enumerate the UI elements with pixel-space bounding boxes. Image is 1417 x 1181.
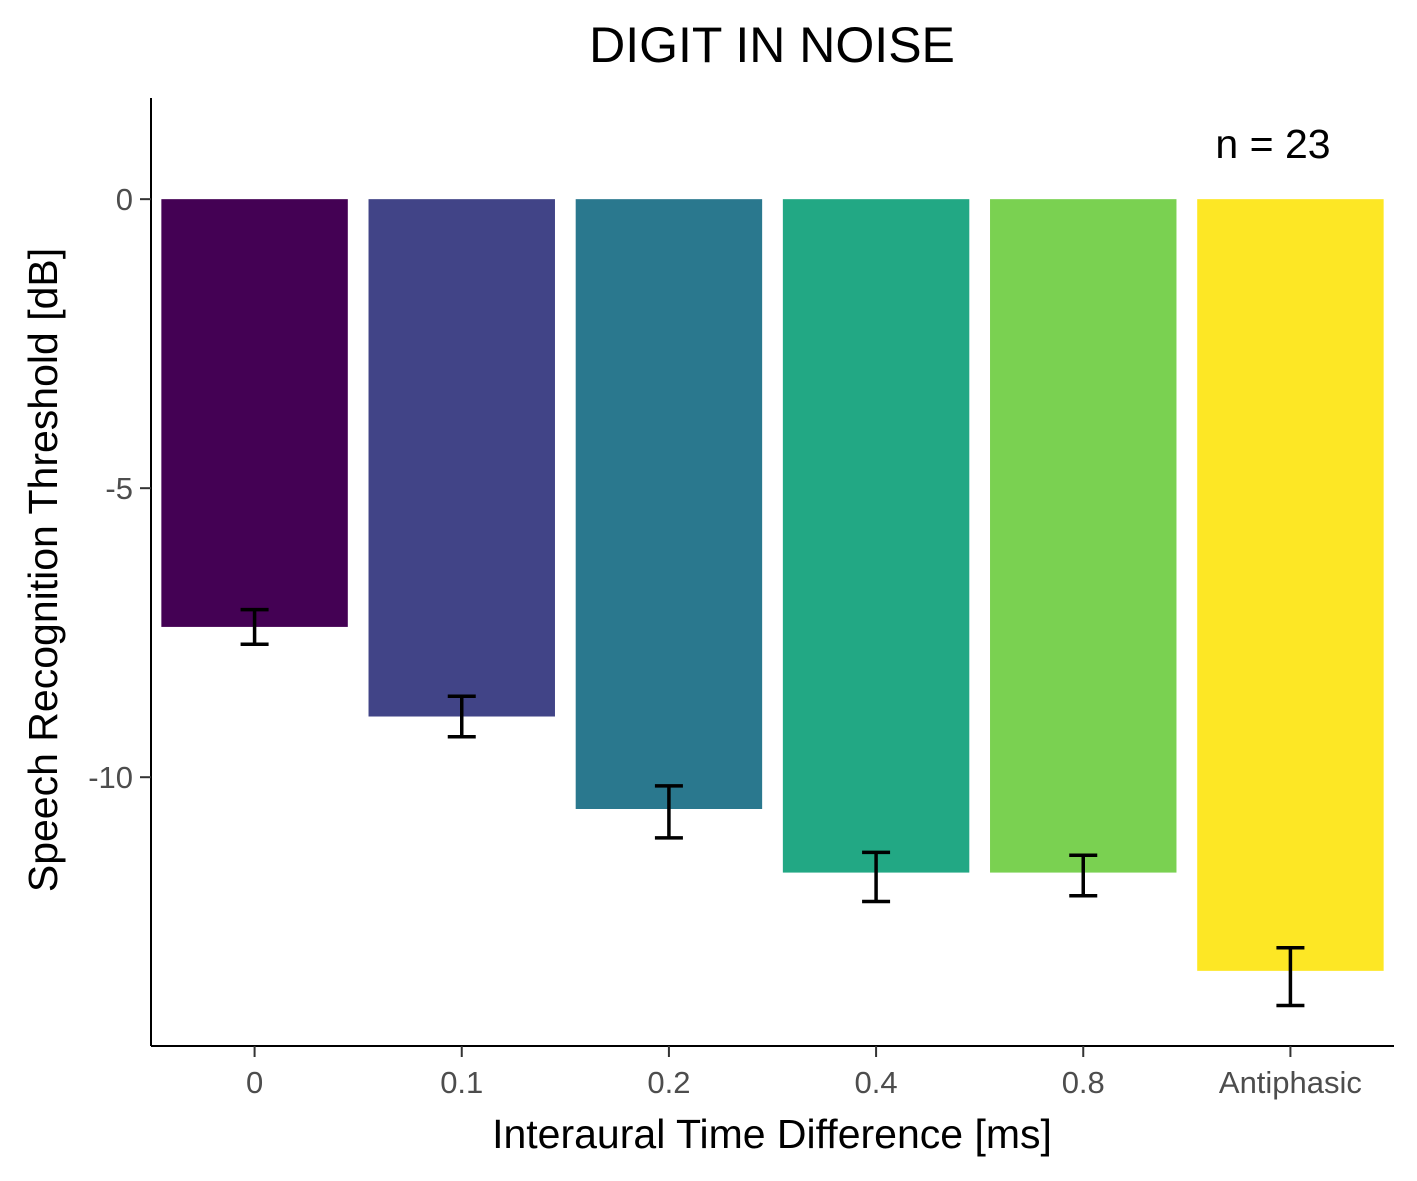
bar-4 <box>990 199 1177 873</box>
x-tick-label: 0.4 <box>855 1065 898 1100</box>
x-tick-label: 0.1 <box>440 1065 483 1100</box>
y-tick-label: -5 <box>105 471 133 506</box>
bar-2 <box>575 199 763 809</box>
error-bar-2 <box>654 784 683 840</box>
error-bar-4 <box>1069 853 1098 898</box>
error-bar-5 <box>1276 945 1305 1008</box>
error-bar-1 <box>447 694 476 739</box>
error-bars-layer <box>240 607 1305 1008</box>
sample-size-annotation: n = 23 <box>1215 121 1330 167</box>
x-tick-label: Antiphasic <box>1219 1065 1362 1100</box>
bars-layer <box>161 199 1384 971</box>
bar-3 <box>782 199 970 873</box>
y-axis-ticks: 0 -5 -10 <box>88 182 151 795</box>
y-tick-label: -10 <box>88 760 133 795</box>
x-tick-label: 0 <box>246 1065 263 1100</box>
bar-5 <box>1197 199 1384 971</box>
bar-0 <box>161 199 348 627</box>
chart-title: DIGIT IN NOISE <box>589 17 955 73</box>
x-axis-title: Interaural Time Difference [ms] <box>492 1111 1052 1157</box>
y-tick-label: 0 <box>116 182 133 217</box>
error-bar-3 <box>862 850 891 904</box>
y-axis-title: Speech Recognition Threshold [dB] <box>20 248 66 892</box>
x-tick-label: 0.2 <box>647 1065 690 1100</box>
x-tick-label: 0.8 <box>1062 1065 1105 1100</box>
error-bar-0 <box>240 607 269 647</box>
x-axis-ticks: 0 0.1 0.2 0.4 0.8 Antiphasic <box>246 1046 1362 1100</box>
bar-1 <box>368 199 555 717</box>
